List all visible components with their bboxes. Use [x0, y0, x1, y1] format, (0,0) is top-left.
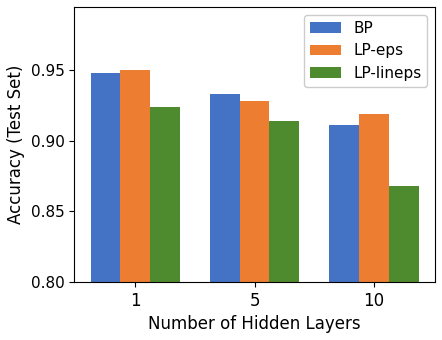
- Y-axis label: Accuracy (Test Set): Accuracy (Test Set): [7, 65, 25, 224]
- Legend: BP, LP-eps, LP-lineps: BP, LP-eps, LP-lineps: [304, 15, 427, 87]
- Bar: [270, 121, 299, 340]
- Bar: [91, 73, 120, 340]
- Bar: [359, 114, 389, 340]
- Bar: [389, 186, 419, 340]
- Bar: [329, 125, 359, 340]
- Bar: [150, 107, 180, 340]
- Bar: [210, 94, 240, 340]
- X-axis label: Number of Hidden Layers: Number of Hidden Layers: [148, 315, 361, 333]
- Bar: [240, 101, 270, 340]
- Bar: [120, 70, 150, 340]
